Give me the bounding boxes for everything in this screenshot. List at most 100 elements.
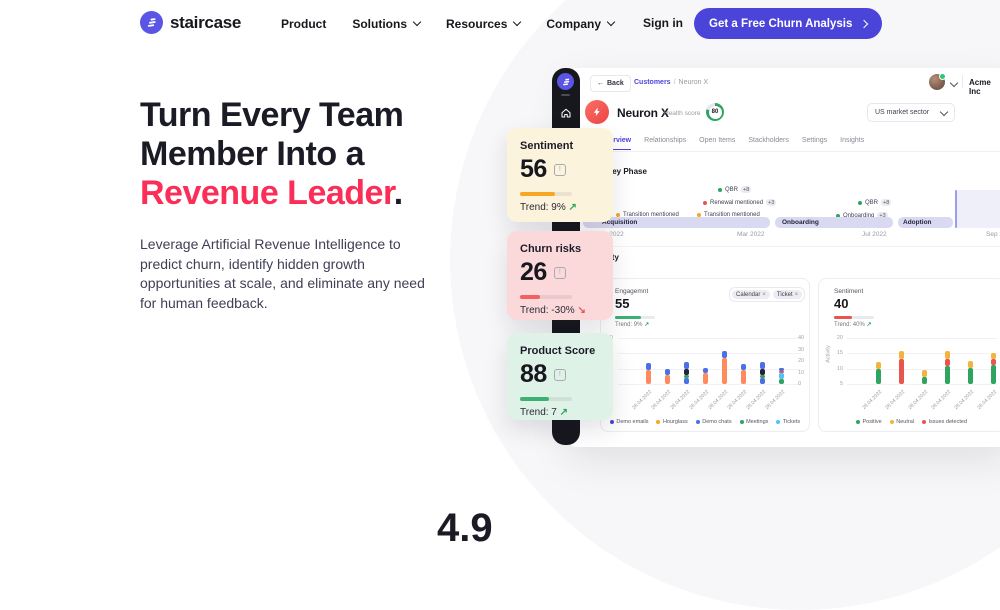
y-axis-tick: 20 [836,335,843,341]
alert-icon: ! [553,368,566,381]
legend-item-tickets: Tickets [776,419,800,425]
bar-segment [875,368,881,384]
journey-event: Transition mentioned [697,212,760,218]
bar-segment [702,368,708,374]
kpi-card-product-score: Product Score 88! Trend: 7 ↗ [507,333,613,420]
bar-segment [740,370,746,384]
bar-segment [664,374,670,384]
health-score-label: Health score [664,110,701,117]
nav-item-label: Resources [446,16,508,31]
nav-item-product[interactable]: Product [281,17,326,31]
nav-item-resources[interactable]: Resources [446,16,522,31]
market-sector-select[interactable]: US market sector [867,103,955,122]
journey-phase-acquisition: Acquisition [583,217,770,228]
breadcrumb-customers[interactable]: Customers [634,79,671,86]
cta-button[interactable]: Get a Free Churn Analysis [694,8,883,39]
timeline-date: Sep 2022 [986,231,1000,238]
hero-heading-accent: Revenue Leader [140,174,394,212]
bar-segment [990,364,996,384]
top-navigation: staircase Product Solutions Resources Compa… [0,0,1000,47]
kpi-value-row: 26! [520,258,600,287]
timeline-date: Jul 2022 [862,231,887,238]
legend-label: Neutral [896,419,914,425]
chevron-down-icon [606,17,616,27]
tab-open-items[interactable]: Open Items [699,137,736,144]
bar-segment [921,370,927,377]
journey-event: Transition mentioned [616,212,679,218]
bar-segment [759,377,765,384]
sign-in-link[interactable]: Sign in [643,16,683,30]
event-dot-icon [697,213,701,217]
engagement-underline [615,316,655,319]
journey-event: QBR +8 [718,186,752,193]
sidebar-staircase-logo-icon [557,73,574,90]
kpi-card-churn-risks: Churn risks 26! Trend: -30% ↘ [507,231,613,320]
nav-item-solutions[interactable]: Solutions [352,16,422,31]
tab-overview[interactable]: Overview [600,137,632,150]
sentiment-card-value: 40 [834,296,849,311]
tab-insights[interactable]: Insights [840,137,865,144]
bar-segment [759,368,765,375]
legend-item-issues-detected: Issues detected [921,419,967,425]
event-dot-icon [703,200,707,205]
engagement-trend: Trend: 9% ↗ [615,322,650,328]
legend-label: Demo emails [616,419,649,425]
brand-logo[interactable]: staircase [140,11,241,34]
chevron-down-icon [513,17,522,27]
section-divider [585,246,1000,247]
bar-segment [683,368,689,375]
bar-segment [683,377,689,384]
tab-relationships[interactable]: Relationships [644,137,687,144]
hero-heading-period: . [393,174,403,212]
sentiment-card-title: Sentiment [834,288,864,295]
legend-dot-icon [855,420,860,424]
health-score-ring: 80 [706,103,724,121]
gridline [847,384,997,385]
gridline [618,338,801,339]
nav-item-company[interactable]: Company [546,17,616,31]
remove-filter-icon[interactable]: × [794,291,799,298]
y-axis-right-tick: 10 [798,369,805,376]
topbar-divider [962,75,963,88]
kpi-trend: Trend: 9% ↗ [520,202,600,213]
gridline [618,368,801,370]
legend-item-positive: Positive [855,419,882,425]
legend-label: Meetings [746,419,769,425]
y-axis-right-tick: 30 [798,346,805,353]
dashboard-tabs: Overview Relationships Open Items Stackhold… [600,137,864,150]
online-status-dot [939,73,946,80]
event-count-badge: +8 [741,186,752,193]
remove-filter-icon[interactable]: × [762,291,766,298]
filter-chip-calendar[interactable]: Calendar × [732,290,770,299]
event-count-badge: +3 [877,212,888,219]
legend-dot-icon [695,420,700,424]
bar-segment [944,358,950,366]
breadcrumb-separator: / [673,79,676,86]
legend-label: Hourglass [662,419,688,425]
trend-up-icon: ↗ [559,406,569,418]
tab-settings[interactable]: Settings [801,137,828,144]
legend-dot-icon [739,420,744,424]
event-dot-icon [836,213,840,218]
legend-dot-icon [889,420,894,424]
home-icon[interactable] [560,106,572,124]
engagement-card-value: 55 [615,296,630,311]
journey-phase-onboarding: Onboarding [775,217,893,228]
tab-stackholders[interactable]: Stackholders [748,137,789,144]
alert-icon: ! [553,266,566,279]
back-button[interactable]: ← Back [590,75,631,92]
chart-legend: Demo emails Hourglass Demo chats Meetings Ti… [601,419,809,425]
nav-item-label: Solutions [352,16,408,31]
sidebar-divider [561,94,570,96]
staircase-logo-icon [140,11,163,34]
user-avatar[interactable] [929,73,946,90]
event-count-badge: +8 [881,199,892,206]
kpi-title: Product Score [520,345,596,357]
event-label: Onboarding [843,212,875,219]
page: staircase Product Solutions Resources Compa… [0,0,1000,550]
filter-chips: Calendar × Ticket × [729,287,806,302]
legend-item-hourglass: Hourglass [656,419,688,425]
journey-timeline: QBR +8 Renewal mentioned +3 Transition menti… [583,186,1000,238]
legend-dot-icon [921,420,926,424]
filter-chip-ticket[interactable]: Ticket × [772,290,803,299]
